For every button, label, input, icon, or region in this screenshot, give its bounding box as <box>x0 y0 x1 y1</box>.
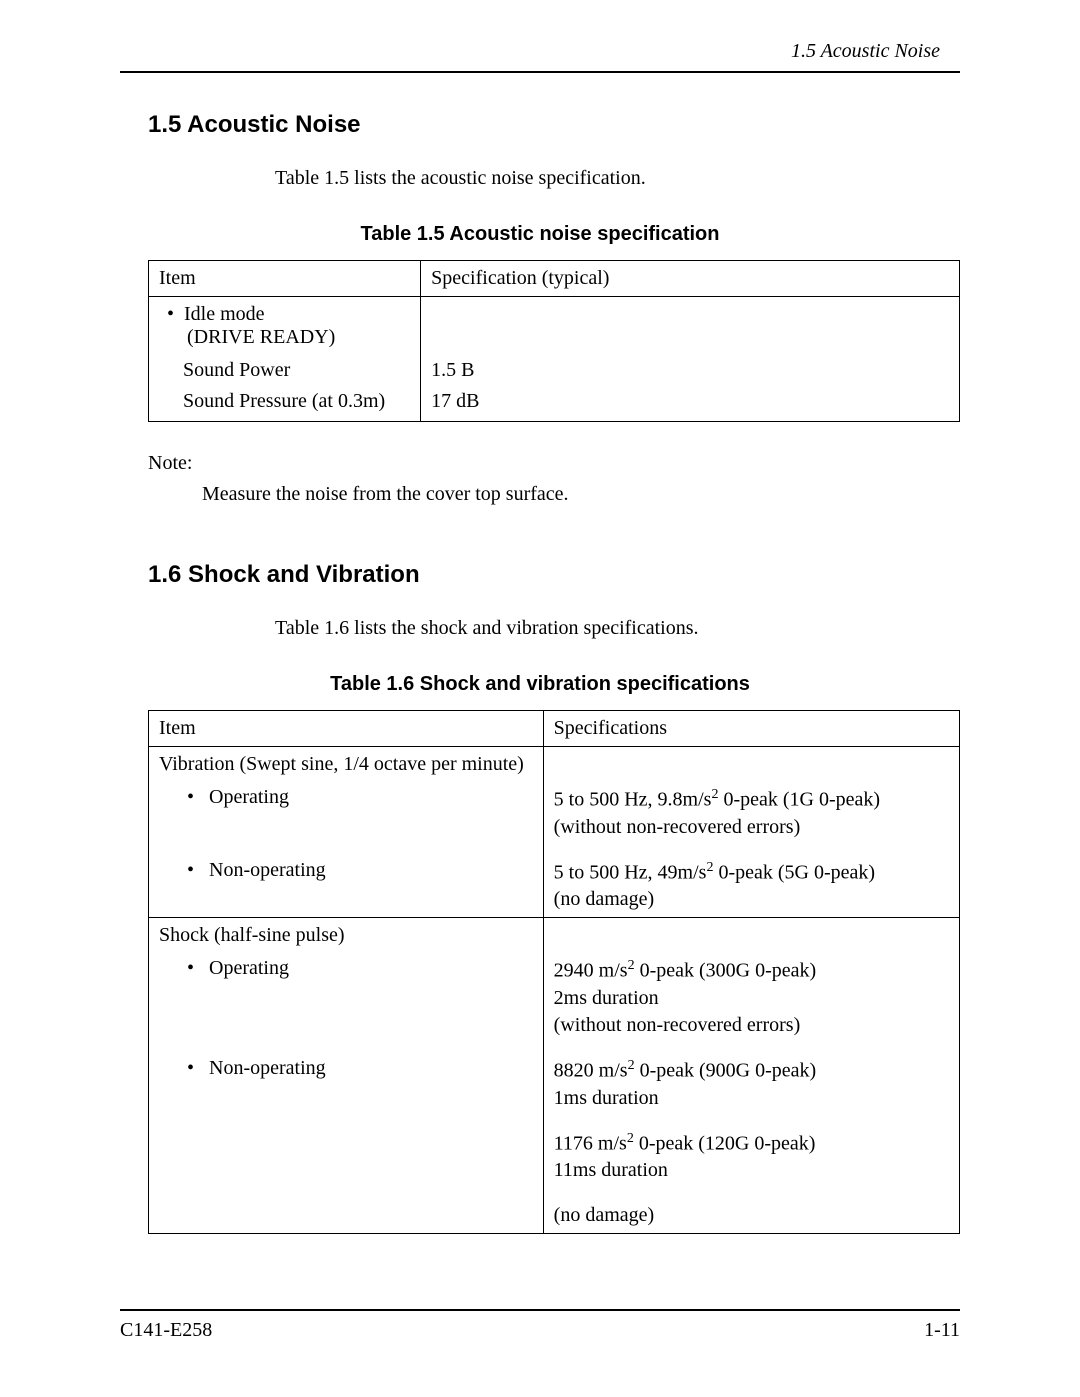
table-row: • Non-operating 8820 m/s2 0-peak (900G 0… <box>149 1053 960 1116</box>
cell-idle-mode: • Idle mode (DRIVE READY) <box>149 297 421 356</box>
cell-sound-pressure-value: 17 dB <box>421 386 960 422</box>
col-header-spec: Specification (typical) <box>421 261 960 297</box>
cell-shock-operating-label: • Operating <box>149 953 544 1043</box>
table-row <box>149 1043 960 1053</box>
table-row: 1176 m/s2 0-peak (120G 0-peak)11ms durat… <box>149 1126 960 1189</box>
footer-doc-id: C141-E258 <box>120 1319 212 1342</box>
table-row: • Operating 2940 m/s2 0-peak (300G 0-pea… <box>149 953 960 1043</box>
section-1-5-intro: Table 1.5 lists the acoustic noise speci… <box>275 165 960 191</box>
cell-empty <box>543 918 959 954</box>
cell-vib-operating-label: • Operating <box>149 782 544 845</box>
cell-empty <box>421 297 960 356</box>
table-row: Vibration (Swept sine, 1/4 octave per mi… <box>149 747 960 783</box>
cell-shock-final: (no damage) <box>543 1198 959 1234</box>
table-1-5: Item Specification (typical) • Idle mode… <box>148 260 960 422</box>
table-row: • Idle mode (DRIVE READY) <box>149 297 960 356</box>
table-1-5-caption: Table 1.5 Acoustic noise specification <box>120 223 960 246</box>
label-text: Non-operating <box>209 859 326 881</box>
table-row: • Non-operating 5 to 500 Hz, 49m/s2 0-pe… <box>149 855 960 918</box>
table-row: Item Specifications <box>149 711 960 747</box>
table-row: • Operating 5 to 500 Hz, 9.8m/s2 0-peak … <box>149 782 960 845</box>
cell-shock-operating-spec: 2940 m/s2 0-peak (300G 0-peak)2ms durati… <box>543 953 959 1043</box>
running-head: 1.5 Acoustic Noise <box>120 40 960 63</box>
table-row: Sound Power 1.5 B <box>149 355 960 386</box>
col-header-item: Item <box>149 261 421 297</box>
cell-sound-power-value: 1.5 B <box>421 355 960 386</box>
section-1-5-heading: 1.5 Acoustic Noise <box>148 111 960 139</box>
section-1-6-heading: 1.6 Shock and Vibration <box>148 561 960 589</box>
note-text: Measure the noise from the cover top sur… <box>202 483 960 506</box>
section-1-6-intro: Table 1.6 lists the shock and vibration … <box>275 615 960 641</box>
page-footer: C141-E258 1-11 <box>120 1309 960 1342</box>
cell-sound-pressure-label: Sound Pressure (at 0.3m) <box>149 386 421 422</box>
table-1-6: Item Specifications Vibration (Swept sin… <box>148 710 960 1234</box>
table-row: Sound Pressure (at 0.3m) 17 dB <box>149 386 960 422</box>
footer-page-number: 1-11 <box>924 1319 960 1342</box>
footer-rule <box>120 1309 960 1311</box>
cell-shock-group: Shock (half-sine pulse) <box>149 918 544 954</box>
label-text: Non-operating <box>209 1057 326 1079</box>
cell-shock-nonop-label: • Non-operating <box>149 1053 544 1116</box>
label-text: Operating <box>209 786 289 808</box>
table-row: Shock (half-sine pulse) <box>149 918 960 954</box>
table-row: (no damage) <box>149 1198 960 1234</box>
cell-shock-extra: 1176 m/s2 0-peak (120G 0-peak)11ms durat… <box>543 1126 959 1189</box>
table-row <box>149 1116 960 1126</box>
cell-sound-power-label: Sound Power <box>149 355 421 386</box>
table-row: Item Specification (typical) <box>149 261 960 297</box>
page: 1.5 Acoustic Noise 1.5 Acoustic Noise Ta… <box>0 0 1080 1397</box>
col-header-spec: Specifications <box>543 711 959 747</box>
table-row <box>149 1188 960 1198</box>
cell-vib-operating-spec: 5 to 500 Hz, 9.8m/s2 0-peak (1G 0-peak)(… <box>543 782 959 845</box>
cell-empty <box>543 747 959 783</box>
col-header-item: Item <box>149 711 544 747</box>
cell-vib-nonop-label: • Non-operating <box>149 855 544 918</box>
note-label: Note: <box>148 452 960 475</box>
cell-vib-nonop-spec: 5 to 500 Hz, 49m/s2 0-peak (5G 0-peak)(n… <box>543 855 959 918</box>
table-1-6-caption: Table 1.6 Shock and vibration specificat… <box>120 673 960 696</box>
top-rule <box>120 71 960 73</box>
cell-empty <box>149 1126 544 1189</box>
label-text: Operating <box>209 957 289 979</box>
table-row <box>149 845 960 855</box>
cell-vibration-group: Vibration (Swept sine, 1/4 octave per mi… <box>149 747 544 783</box>
cell-empty <box>149 1198 544 1234</box>
cell-shock-nonop-spec: 8820 m/s2 0-peak (900G 0-peak)1ms durati… <box>543 1053 959 1116</box>
